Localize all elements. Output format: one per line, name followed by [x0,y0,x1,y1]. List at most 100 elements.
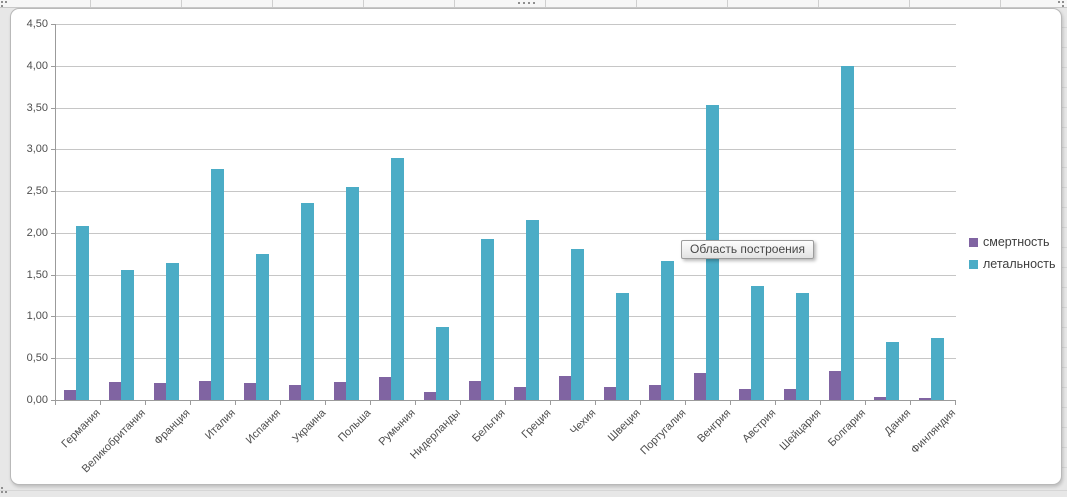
y-axis-label: 3,00 [26,143,48,156]
x-axis-tick [370,401,371,405]
bar-летальность-Чехия[interactable] [571,248,584,400]
x-axis-tick [865,401,866,405]
bar-летальность-Нидерланды[interactable] [436,327,449,400]
x-axis-tick [415,401,416,405]
worksheet-bottom-gridline [0,490,1067,491]
gridline [56,149,956,151]
bar-летальность-Бельгия[interactable] [481,238,494,400]
plot-area-tooltip: Область построения [681,240,814,259]
x-axis-tick [550,401,551,405]
gridline [56,232,956,234]
y-axis-tick [51,24,55,25]
x-axis-tick [55,401,56,405]
legend-label-lethality: летальность [983,257,1056,271]
bar-смертность-Шейцария[interactable] [783,389,796,400]
y-axis-label: 4,00 [26,59,48,72]
x-axis-tick [460,401,461,405]
worksheet-top-row [0,0,1067,8]
y-axis-tick [51,65,55,67]
bar-смертность-Испания[interactable] [243,383,256,400]
x-axis-tick [505,401,506,405]
worksheet-right-gridlines [1061,8,1067,484]
bar-смертность-Румыния[interactable] [378,377,391,400]
x-axis-tick [595,401,596,405]
bar-летальность-Украина[interactable] [301,202,314,400]
bar-смертность-Нидерланды[interactable] [423,391,436,400]
bar-смертность-Венгрия[interactable] [693,373,706,400]
y-axis-label: 4,50 [26,18,48,30]
bar-летальность-Швеция[interactable] [616,293,629,400]
bar-летальность-Греция[interactable] [526,220,539,400]
bar-смертность-Франция[interactable] [153,383,166,400]
x-axis-tick [640,401,641,405]
bar-смертность-Великобритания[interactable] [108,381,121,400]
legend-item-lethality[interactable]: летальность [969,253,1056,275]
bar-летальность-Болгария[interactable] [841,65,854,400]
x-axis-tick [190,401,191,405]
y-axis-label: 1,50 [26,268,48,281]
y-axis-tick [51,232,55,234]
gridline [56,65,956,67]
y-axis-label: 0,50 [26,352,48,365]
y-axis-label: 1,00 [26,310,48,323]
bar-летальность-Польша[interactable] [346,186,359,400]
gridline [56,107,956,109]
bar-смертность-Австрия[interactable] [738,389,751,400]
bar-летальность-Италия[interactable] [211,168,224,400]
x-axis-tick [100,401,101,405]
legend-swatch-mortality [969,237,978,247]
bar-смертность-Греция[interactable] [513,387,526,400]
y-axis-tick [51,274,55,276]
y-axis-tick [51,107,55,109]
bar-смертность-Польша[interactable] [333,382,346,400]
y-axis-line [55,24,56,400]
bar-летальность-Дания[interactable] [886,341,899,400]
bar-летальность-Шейцария[interactable] [796,293,809,400]
bar-смертность-Германия[interactable] [63,389,76,400]
bar-летальность-Австрия[interactable] [751,285,764,400]
x-axis-tick [280,401,281,405]
gridline [56,24,956,25]
bar-летальность-Испания[interactable] [256,253,269,400]
bar-летальность-Германия[interactable] [76,226,89,400]
bar-летальность-Финляндия[interactable] [931,338,944,400]
gridline [56,316,956,318]
bar-летальность-Франция[interactable] [166,262,179,400]
gridline [56,358,956,360]
y-axis-tick [51,149,55,151]
x-axis-tick [235,401,236,405]
y-axis-label: 3,50 [26,101,48,114]
x-axis-tick [820,401,821,405]
bar-смертность-Чехия[interactable] [558,375,571,400]
y-axis-tick [51,400,55,401]
y-axis-label: 2,50 [26,185,48,198]
bar-смертность-Болгария[interactable] [828,370,841,400]
legend-item-mortality[interactable]: смертность [969,231,1056,253]
gridline [56,274,956,276]
x-axis-tick [955,401,956,405]
bar-смертность-Бельгия[interactable] [468,380,481,400]
chart-legend[interactable]: смертность летальность [969,231,1056,275]
x-axis-tick [325,401,326,405]
y-axis-label: 2,00 [26,226,48,239]
x-axis-line [55,400,956,401]
bar-смертность-Дания[interactable] [873,396,886,400]
x-axis-tick [730,401,731,405]
x-axis-tick [775,401,776,405]
bar-смертность-Финляндия[interactable] [918,398,931,400]
bar-смертность-Украина[interactable] [288,384,301,400]
x-axis-tick [685,401,686,405]
bar-летальность-Великобритания[interactable] [121,269,134,400]
x-axis-tick [145,401,146,405]
legend-swatch-lethality [969,259,978,269]
bar-смертность-Швеция[interactable] [603,387,616,400]
y-axis-label: 0,00 [26,394,48,406]
y-axis-tick [51,358,55,360]
bar-смертность-Италия[interactable] [198,380,211,400]
y-axis-tick [51,191,55,193]
bar-смертность-Португалия[interactable] [648,384,661,400]
legend-label-mortality: смертность [983,235,1050,249]
x-axis-tick [910,401,911,405]
bar-летальность-Румыния[interactable] [391,157,404,400]
bar-летальность-Португалия[interactable] [661,261,674,400]
